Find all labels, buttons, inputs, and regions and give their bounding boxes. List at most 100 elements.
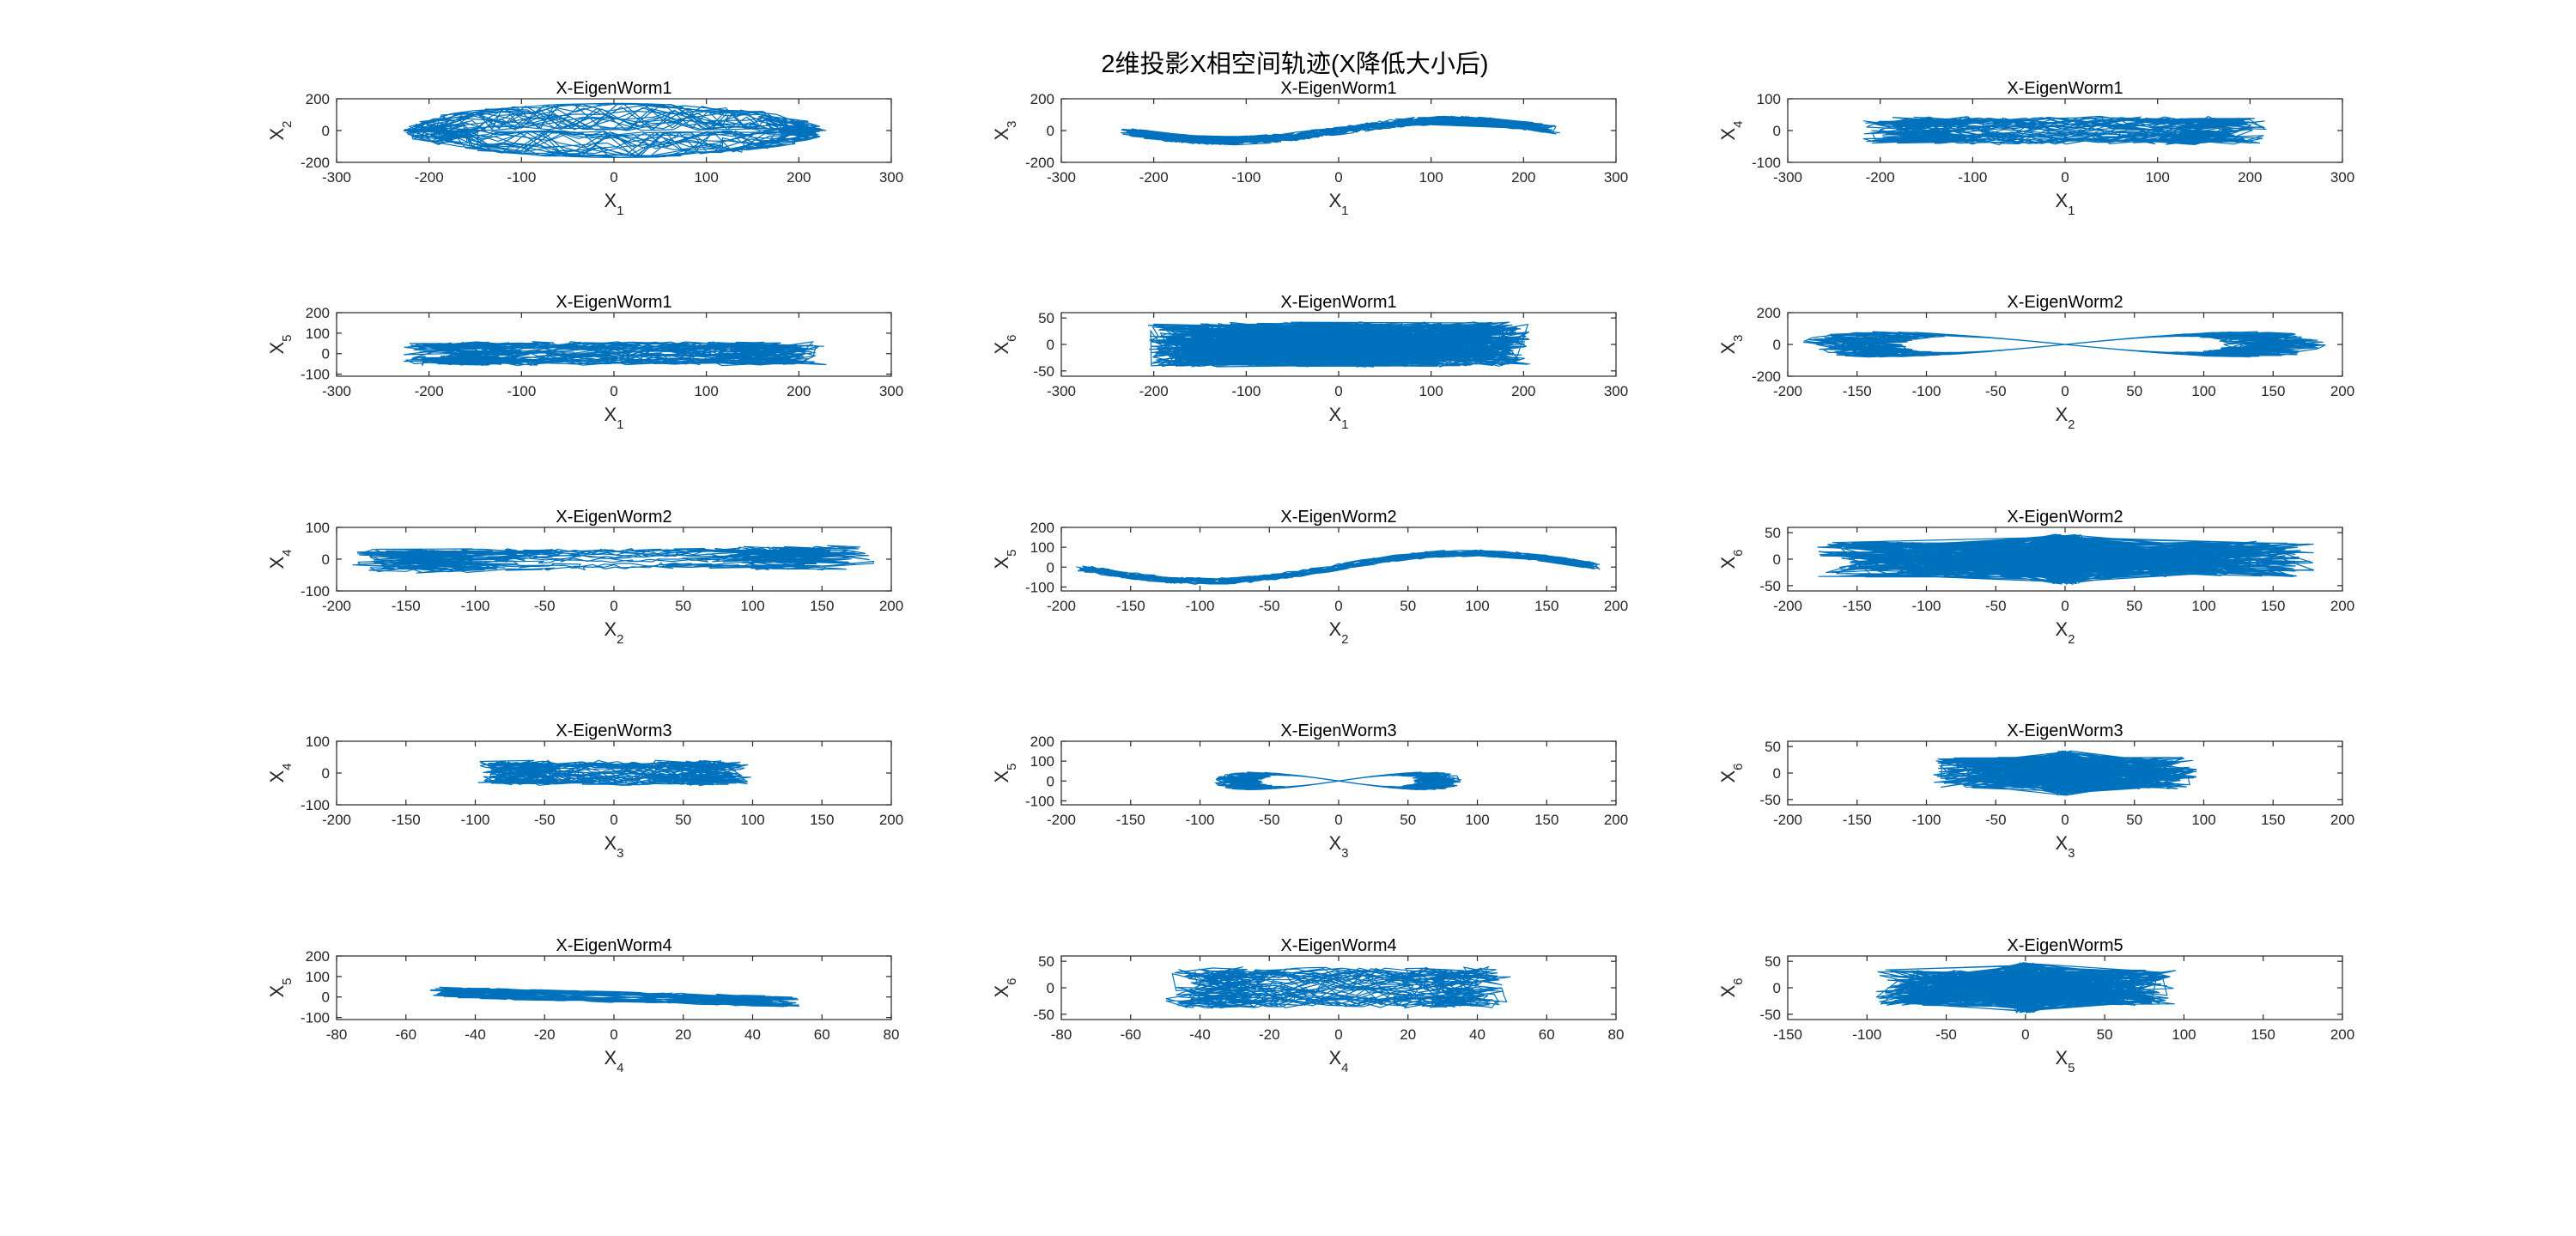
x-tick-label: 0 bbox=[1334, 1026, 1342, 1043]
x-tick-label: -200 bbox=[415, 169, 444, 186]
x-tick-label: 0 bbox=[610, 598, 617, 614]
x-tick-label: -20 bbox=[1259, 1026, 1280, 1043]
subplot-title: X-EigenWorm1 bbox=[1280, 79, 1396, 98]
plot-area bbox=[1061, 741, 1616, 805]
x-tick-label: 300 bbox=[879, 169, 903, 186]
y-tick-label: 100 bbox=[306, 326, 330, 342]
y-tick-label: 0 bbox=[1047, 773, 1054, 789]
trajectory-line bbox=[1875, 961, 2177, 1014]
plot-area bbox=[337, 956, 891, 1020]
x-tick-label: 40 bbox=[1469, 1026, 1485, 1043]
y-tick-label: 100 bbox=[306, 520, 330, 536]
subplot-1: -300 -200 -100 0 100 200 300-2000200X-EigenWor… bbox=[266, 79, 903, 218]
y-axis-label: X6 bbox=[1717, 763, 1746, 782]
y-tick-label: 0 bbox=[322, 346, 330, 362]
y-tick-label: 0 bbox=[1773, 980, 1781, 996]
y-tick-label: -200 bbox=[1025, 155, 1054, 171]
x-axis-subscript: 2 bbox=[2068, 632, 2075, 647]
x-axis-label: X3 bbox=[2055, 832, 2075, 861]
x-axis-subscript: 2 bbox=[617, 632, 623, 647]
x-tick-label: -200 bbox=[1773, 812, 1802, 828]
subplot-title: X-EigenWorm1 bbox=[2007, 79, 2123, 98]
x-tick-label: -200 bbox=[1773, 383, 1802, 399]
x-tick-label: -150 bbox=[1843, 812, 1872, 828]
x-tick-label: -150 bbox=[392, 598, 421, 614]
x-tick-label: 100 bbox=[1419, 383, 1443, 399]
x-tick-label: -100 bbox=[1185, 598, 1214, 614]
x-tick-label: -50 bbox=[1985, 383, 2007, 399]
x-tick-label: 200 bbox=[1511, 383, 1535, 399]
subplot-7: -200 -150 -100 -50 0 50 100 150 200 -100 0 100 X-Eig… bbox=[266, 508, 903, 647]
x-tick-label: -200 bbox=[322, 598, 351, 614]
x-axis-label: X1 bbox=[604, 404, 623, 432]
x-tick-label: -20 bbox=[534, 1026, 556, 1043]
subplot-title: X-EigenWorm2 bbox=[1280, 508, 1396, 527]
x-tick-label: 80 bbox=[884, 1026, 900, 1043]
y-tick-label: 0 bbox=[1773, 123, 1781, 139]
y-tick-label: 100 bbox=[306, 734, 330, 750]
y-tick-label: -100 bbox=[301, 583, 330, 600]
x-axis-label: X4 bbox=[604, 1047, 623, 1075]
x-axis-label: X4 bbox=[1328, 1047, 1348, 1075]
x-axis-subscript: 1 bbox=[1341, 204, 1348, 218]
x-tick-label: -200 bbox=[1866, 169, 1895, 186]
x-tick-label: -100 bbox=[1911, 383, 1941, 399]
y-axis-label: X5 bbox=[266, 977, 295, 997]
y-tick-label: -200 bbox=[1752, 368, 1781, 385]
x-tick-label: 0 bbox=[1334, 383, 1342, 399]
subplot-11: -200 -150 -100 -50 0 50 100 150 200 -100 0 100 200 X-… bbox=[991, 722, 1628, 861]
x-tick-label: -200 bbox=[1139, 169, 1169, 186]
y-tick-label: 0 bbox=[1047, 337, 1054, 353]
x-tick-label: 200 bbox=[1604, 812, 1628, 828]
x-tick-label: -100 bbox=[1911, 598, 1941, 614]
x-tick-label: -300 bbox=[322, 383, 351, 399]
y-tick-label: -100 bbox=[1025, 793, 1054, 809]
trajectory-line bbox=[1802, 331, 2326, 358]
trajectory-line bbox=[1862, 115, 2268, 146]
y-axis-label: X5 bbox=[991, 549, 1019, 569]
x-tick-label: 200 bbox=[2330, 383, 2354, 399]
x-tick-label: 0 bbox=[2061, 598, 2069, 614]
y-tick-label: 0 bbox=[322, 989, 330, 1006]
y-axis-subscript: 5 bbox=[1005, 549, 1019, 556]
y-tick-label: 200 bbox=[1030, 91, 1054, 107]
y-tick-label: 0 bbox=[322, 551, 330, 568]
y-axis-subscript: 4 bbox=[1731, 120, 1746, 127]
x-tick-label: -150 bbox=[1843, 383, 1872, 399]
x-axis-subscript: 5 bbox=[2068, 1061, 2075, 1075]
trajectory-line bbox=[1165, 965, 1511, 1009]
x-tick-label: 100 bbox=[2191, 598, 2215, 614]
x-tick-label: 50 bbox=[675, 812, 691, 828]
y-tick-label: -100 bbox=[1752, 155, 1781, 171]
x-tick-label: 0 bbox=[2021, 1026, 2029, 1043]
y-axis-label: X4 bbox=[266, 549, 295, 569]
x-tick-label: 150 bbox=[1534, 812, 1558, 828]
x-tick-label: 0 bbox=[610, 383, 617, 399]
x-tick-label: -300 bbox=[1773, 169, 1802, 186]
x-tick-label: 0 bbox=[610, 1026, 617, 1043]
subplot-title: X-EigenWorm1 bbox=[1280, 293, 1396, 312]
x-tick-label: -200 bbox=[415, 383, 444, 399]
trajectory-line bbox=[430, 986, 799, 1008]
x-tick-label: 300 bbox=[2330, 169, 2354, 186]
x-tick-label: 100 bbox=[2145, 169, 2169, 186]
y-axis-label: X4 bbox=[1717, 120, 1746, 140]
x-tick-label: 100 bbox=[740, 598, 764, 614]
y-tick-label: 0 bbox=[1773, 551, 1781, 568]
trajectory-line bbox=[403, 341, 827, 367]
subplot-4: -300 -200 -100 0 100 200 300 -100 0 100 200 X-Eigen… bbox=[266, 293, 903, 432]
y-axis-subscript: 4 bbox=[280, 549, 295, 556]
y-axis-label: X3 bbox=[1717, 334, 1746, 354]
y-tick-label: -50 bbox=[1033, 363, 1054, 380]
x-tick-label: -150 bbox=[1116, 598, 1145, 614]
x-tick-label: 40 bbox=[744, 1026, 761, 1043]
x-tick-label: 300 bbox=[1604, 169, 1628, 186]
subplot-2: -300 -200 -100 0 100 200 300-2000200X-EigenWor… bbox=[991, 79, 1628, 218]
trajectory-line bbox=[477, 759, 751, 787]
x-tick-label: -150 bbox=[1843, 598, 1872, 614]
y-tick-label: 50 bbox=[1038, 310, 1054, 326]
x-tick-label: -300 bbox=[1047, 383, 1076, 399]
x-tick-label: -80 bbox=[326, 1026, 348, 1043]
subplot-title: X-EigenWorm3 bbox=[556, 722, 671, 740]
y-tick-label: 50 bbox=[1765, 953, 1781, 970]
